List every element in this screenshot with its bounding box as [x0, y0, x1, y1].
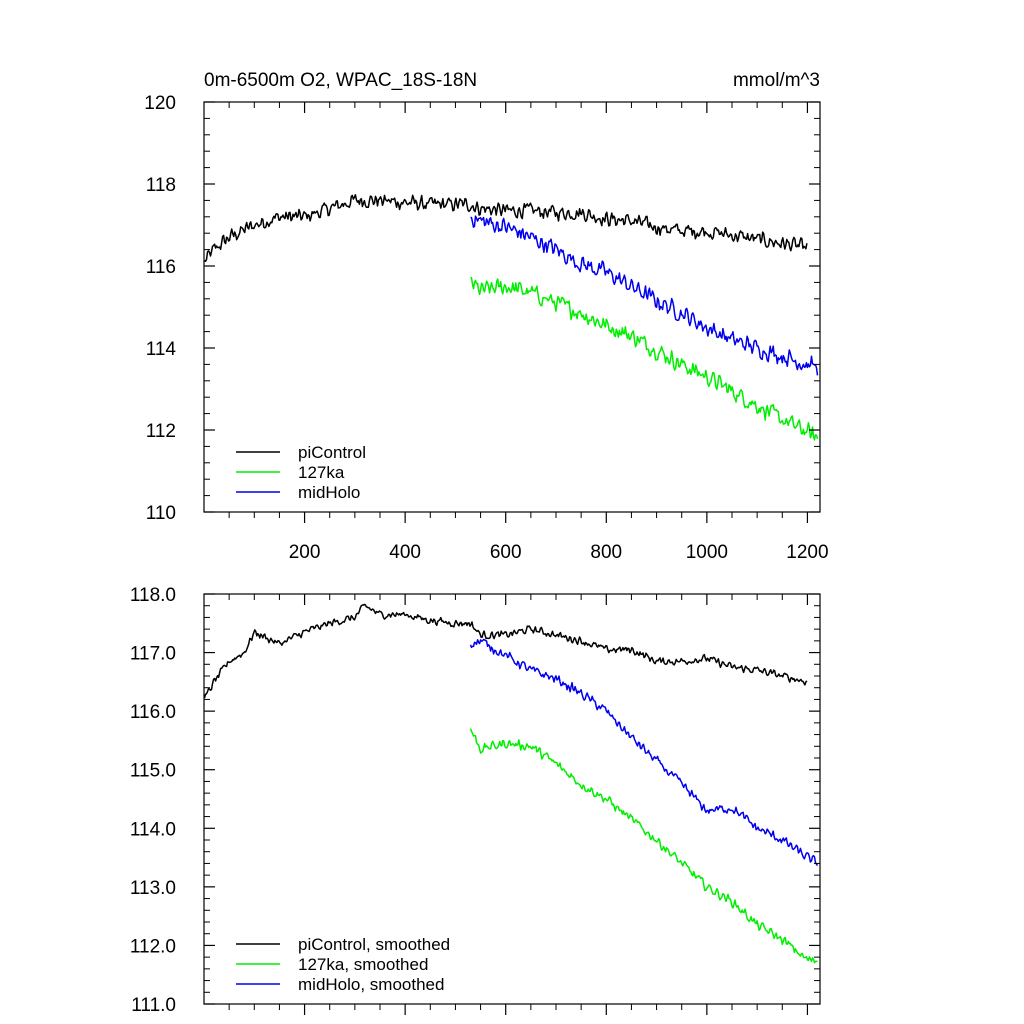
top-series-picontrol — [203, 194, 808, 263]
top-legend-label: 127ka — [298, 463, 345, 482]
bottom-ytick-label: 114.0 — [130, 819, 176, 840]
top-panel-title: 0m-6500m O2, WPAC_18S-18N — [204, 70, 477, 91]
bottom-ytick-label: 112.0 — [130, 936, 176, 957]
top-ytick-label: 116 — [146, 257, 176, 278]
top-ytick-label: 110 — [146, 503, 176, 524]
top-series-127ka — [470, 276, 819, 441]
bottom-ytick-label: 113.0 — [130, 878, 176, 899]
top-ytick-label: 118 — [146, 175, 176, 196]
bottom-ytick-label: 111.0 — [131, 995, 176, 1016]
top-panel: 0m-6500m O2, WPAC_18S-18N mmol/m^3 110 11… — [144, 70, 828, 563]
top-xtick-label: 1000 — [686, 542, 728, 563]
top-ytick-label: 120 — [144, 93, 176, 114]
bottom-ytick-label: 115.0 — [130, 761, 176, 782]
top-xtick-label: 400 — [389, 542, 421, 563]
top-xtick-label: 600 — [490, 542, 522, 563]
bottom-series-picontrol-smoothed — [203, 603, 808, 699]
top-ytick-label: 112 — [146, 421, 176, 442]
top-legend-label: midHolo — [298, 483, 360, 502]
top-xtick-label: 200 — [289, 542, 321, 563]
bottom-legend-label: piControl, smoothed — [298, 935, 450, 954]
top-series-midholo — [470, 215, 819, 376]
bottom-ytick-label: 117.0 — [130, 644, 176, 665]
top-plot-frame — [203, 101, 821, 513]
top-xtick-label: 1200 — [786, 542, 828, 563]
bottom-panel: 111.0 112.0 113.0 114.0 115.0 116.0 117.0 118.0… — [130, 585, 821, 1016]
top-legend-label: piControl — [298, 443, 366, 462]
bottom-ytick-label: 118.0 — [130, 585, 176, 606]
bottom-series-midholo-smoothed — [469, 638, 819, 867]
top-ytick-label: 114 — [146, 339, 177, 360]
bottom-series-127ka-smoothed — [469, 728, 818, 964]
bottom-legend-label: 127ka, smoothed — [298, 955, 428, 974]
bottom-plot-frame — [203, 593, 821, 1005]
bottom-legend-label: midHolo, smoothed — [298, 975, 444, 994]
bottom-ytick-label: 116.0 — [130, 702, 176, 723]
top-xtick-label: 800 — [590, 542, 622, 563]
top-panel-units: mmol/m^3 — [733, 70, 820, 91]
